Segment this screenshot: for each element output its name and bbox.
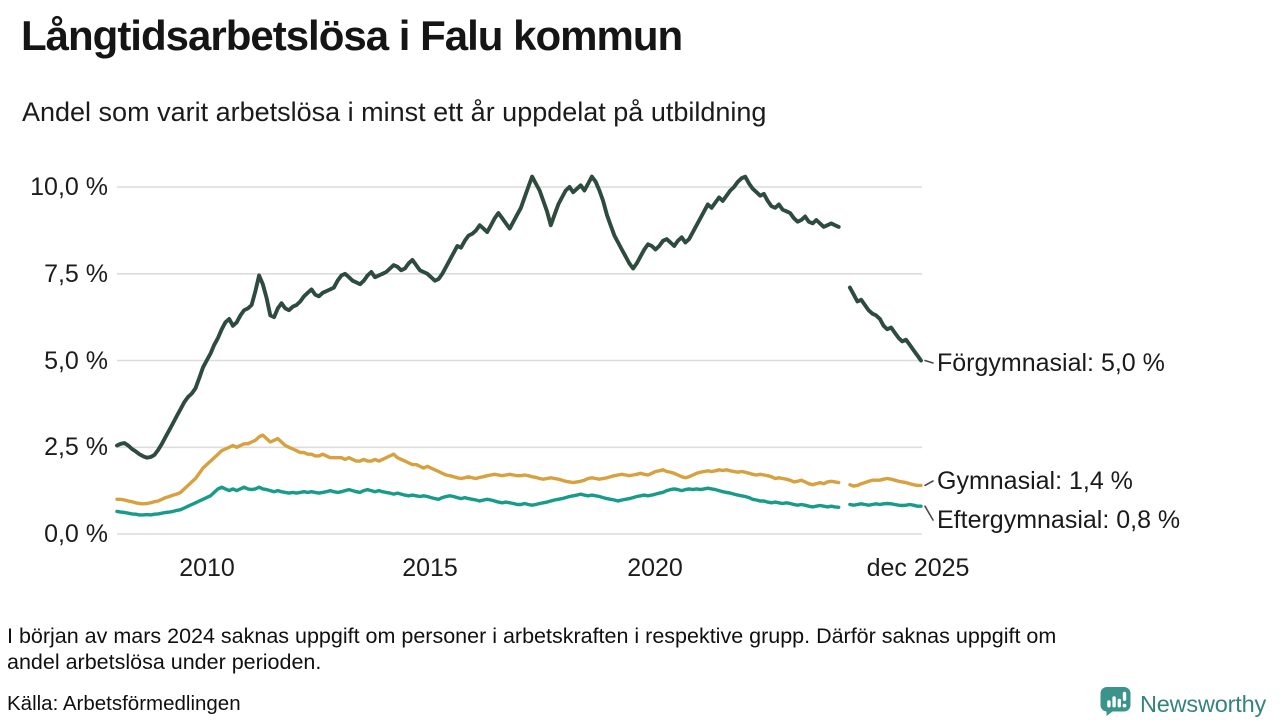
label-connector xyxy=(924,480,934,487)
y-axis-tick-label: 10,0 % xyxy=(30,173,108,201)
series-line-eftergymnasial xyxy=(115,485,923,517)
y-axis-tick-label: 7,5 % xyxy=(44,260,108,288)
footnote-line-1: I början av mars 2024 saknas uppgift om … xyxy=(7,624,1057,648)
page-title: Långtidsarbetslösa i Falu kommun xyxy=(21,12,683,59)
footnote-line-2: andel arbetslösa under perioden. xyxy=(7,650,322,674)
y-axis-tick-label: 0,0 % xyxy=(44,520,108,548)
newsworthy-wordmark: Newsworthy xyxy=(1140,690,1266,717)
series-end-label-eftergymnasial: Eftergymnasial: 0,8 % xyxy=(937,506,1181,534)
series-line-gymnasial xyxy=(115,433,923,506)
y-axis-tick-label: 2,5 % xyxy=(44,433,108,461)
x-axis-tick-label: dec 2025 xyxy=(866,554,970,582)
chart-subtitle: Andel som varit arbetslösa i minst ett å… xyxy=(22,97,767,127)
branding: Newsworthy xyxy=(1099,686,1266,720)
x-axis-tick-label: 2010 xyxy=(179,554,235,582)
label-connector xyxy=(924,359,934,364)
series-end-label-gymnasial: Gymnasial: 1,4 % xyxy=(937,467,1133,495)
label-connector xyxy=(924,505,934,521)
series-line-förgymnasial xyxy=(115,174,923,460)
source-credit: Källa: Arbetsförmedlingen xyxy=(7,692,241,715)
y-axis-tick-label: 5,0 % xyxy=(44,347,108,375)
x-axis-tick-label: 2020 xyxy=(627,554,683,582)
series-end-label-forgymnasial: Förgymnasial: 5,0 % xyxy=(937,349,1165,377)
newsworthy-logo-icon xyxy=(1099,686,1132,720)
x-axis-tick-label: 2015 xyxy=(402,554,458,582)
